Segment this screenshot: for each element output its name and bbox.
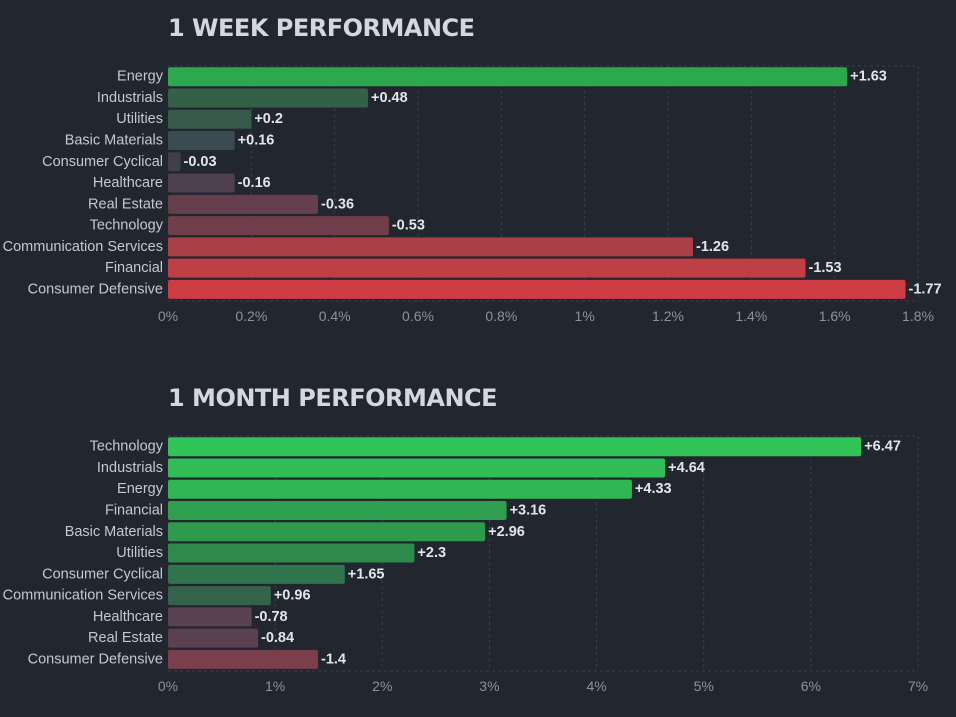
bar[interactable] <box>168 152 181 172</box>
x-tick-label: 1% <box>265 678 285 694</box>
bar[interactable] <box>168 458 666 478</box>
x-tick-label: 1.4% <box>735 308 767 324</box>
bar[interactable] <box>168 109 252 129</box>
x-tick-label: 4% <box>586 678 606 694</box>
chart-title: 1 MONTH PERFORMANCE <box>168 384 498 412</box>
bar[interactable] <box>168 173 235 193</box>
category-label: Energy <box>117 69 164 85</box>
category-label: Utilities <box>116 111 163 127</box>
bar[interactable] <box>168 649 318 669</box>
category-label: Communication Services <box>3 239 163 255</box>
value-label: +0.96 <box>274 588 311 604</box>
x-tick-label: 0.8% <box>485 308 517 324</box>
value-label: +6.47 <box>864 439 901 455</box>
category-label: Healthcare <box>93 175 163 191</box>
value-label: +1.63 <box>850 69 887 85</box>
category-label: Financial <box>105 260 163 276</box>
category-label: Real Estate <box>88 196 163 212</box>
x-tick-label: 7% <box>908 678 928 694</box>
week-performance-chart: 1 WEEK PERFORMANCE Energy +1.63 Industrial… <box>0 0 956 350</box>
value-label: -1.26 <box>696 239 729 255</box>
value-label: -1.53 <box>809 260 842 276</box>
x-tick-label: 0.6% <box>402 308 434 324</box>
value-label: -0.53 <box>392 218 425 234</box>
x-tick-label: 1% <box>575 308 595 324</box>
bar[interactable] <box>168 586 271 606</box>
bar[interactable] <box>168 88 368 108</box>
x-tick-label: 5% <box>694 678 714 694</box>
category-label: Consumer Cyclical <box>42 154 163 170</box>
x-tick-label: 1.6% <box>819 308 851 324</box>
x-tick-label: 0% <box>158 308 178 324</box>
bar[interactable] <box>168 564 345 584</box>
value-label: -0.36 <box>321 196 354 212</box>
bar[interactable] <box>168 437 862 457</box>
category-label: Utilities <box>116 545 163 561</box>
bar[interactable] <box>168 67 848 87</box>
bar[interactable] <box>168 131 235 151</box>
value-label: -0.84 <box>261 630 294 646</box>
bar[interactable] <box>168 194 318 214</box>
bar[interactable] <box>168 237 693 257</box>
value-label: +0.2 <box>254 111 283 127</box>
x-tick-label: 6% <box>801 678 821 694</box>
category-label: Technology <box>90 218 164 234</box>
month-chart-svg: Technology +6.47 Industrials +4.64 Energy +4.… <box>3 435 928 694</box>
category-label: Consumer Defensive <box>28 281 163 297</box>
value-label: +0.48 <box>371 90 408 106</box>
value-label: +2.96 <box>488 524 525 540</box>
value-label: +2.3 <box>417 545 446 561</box>
value-label: +4.64 <box>668 460 705 476</box>
value-label: -0.03 <box>184 154 217 170</box>
value-label: -0.16 <box>238 175 271 191</box>
week-chart-svg: Energy +1.63 Industrials +0.48 Utilities +0.2… <box>3 65 942 324</box>
x-tick-label: 1.8% <box>902 308 934 324</box>
category-label: Industrials <box>97 90 163 106</box>
x-tick-label: 0.4% <box>319 308 351 324</box>
x-tick-label: 1.2% <box>652 308 684 324</box>
category-label: Energy <box>117 481 164 497</box>
value-label: -1.4 <box>321 651 346 667</box>
category-label: Healthcare <box>93 609 163 625</box>
month-performance-chart: 1 MONTH PERFORMANCE Technology +6.47 Indus… <box>0 370 956 717</box>
category-label: Basic Materials <box>65 133 163 149</box>
category-label: Technology <box>90 439 164 455</box>
category-label: Consumer Cyclical <box>42 566 163 582</box>
category-label: Consumer Defensive <box>28 651 163 667</box>
bar[interactable] <box>168 479 632 499</box>
chart-title: 1 WEEK PERFORMANCE <box>168 14 475 42</box>
category-label: Financial <box>105 503 163 519</box>
bar[interactable] <box>168 628 258 648</box>
category-label: Industrials <box>97 460 163 476</box>
bar[interactable] <box>168 543 415 563</box>
category-label: Communication Services <box>3 588 163 604</box>
value-label: +4.33 <box>635 481 672 497</box>
value-label: +0.16 <box>238 133 275 149</box>
bar[interactable] <box>168 607 252 627</box>
category-label: Real Estate <box>88 630 163 646</box>
bar[interactable] <box>168 216 389 236</box>
value-label: -0.78 <box>255 609 288 625</box>
x-tick-label: 2% <box>372 678 392 694</box>
bar[interactable] <box>168 258 806 278</box>
category-label: Basic Materials <box>65 524 163 540</box>
value-label: +3.16 <box>510 503 547 519</box>
x-tick-label: 3% <box>479 678 499 694</box>
value-label: -1.77 <box>909 281 942 297</box>
x-tick-label: 0% <box>158 678 178 694</box>
x-tick-label: 0.2% <box>235 308 267 324</box>
bar[interactable] <box>168 522 486 542</box>
bar[interactable] <box>168 279 906 299</box>
bar[interactable] <box>168 501 507 521</box>
value-label: +1.65 <box>348 566 385 582</box>
